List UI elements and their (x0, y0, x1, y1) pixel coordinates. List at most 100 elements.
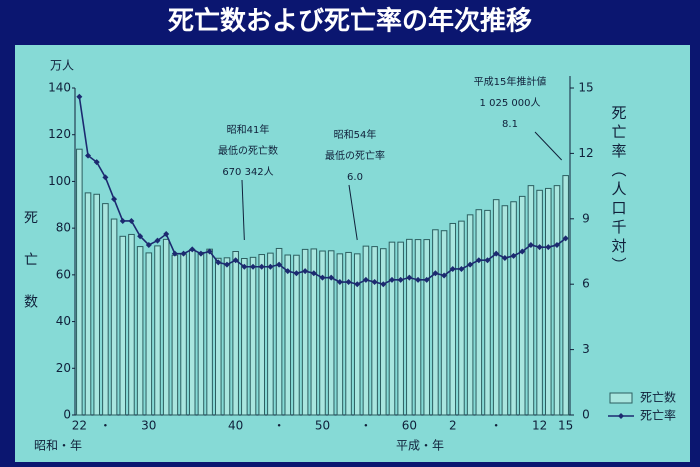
y-unit: 万人 (50, 59, 74, 73)
line-marker (388, 276, 395, 283)
line-marker (467, 261, 474, 268)
line-marker (171, 250, 178, 257)
annotation: 平成15年推計値 (474, 75, 547, 88)
annotation: 昭和54年 (334, 128, 377, 141)
y-tick-label: 0 (63, 408, 71, 422)
line-marker (562, 235, 569, 242)
legend-label: 死亡率 (640, 408, 676, 423)
bar (128, 233, 135, 416)
line-marker (475, 257, 482, 264)
bar (449, 222, 457, 416)
y2-tick-label: 0 (582, 408, 590, 422)
y2-tick-label: 6 (582, 277, 590, 291)
bar (180, 253, 187, 416)
line-marker (189, 246, 196, 253)
bar (536, 189, 543, 416)
annotation-arrow (534, 131, 563, 161)
bar (501, 205, 509, 416)
bar (241, 258, 248, 416)
bar (336, 253, 344, 416)
line-marker (449, 265, 456, 272)
y2-tick-label: 15 (578, 81, 593, 95)
line-marker (545, 244, 552, 251)
line-marker (223, 261, 230, 268)
line-marker (319, 274, 326, 281)
bar (119, 235, 127, 416)
line-marker (302, 268, 309, 275)
x-tick-label: ・ (490, 419, 502, 433)
bar (215, 257, 222, 416)
annotation: 最低の死亡数 (218, 144, 278, 157)
chart-title: 死亡数および死亡率の年次推移 (168, 6, 532, 37)
bar (345, 251, 352, 416)
line-marker (397, 276, 404, 283)
line-marker (145, 241, 152, 248)
annotation: 1 025 000人 (480, 97, 541, 109)
bar (423, 239, 430, 416)
line-marker (406, 274, 413, 281)
bar (353, 253, 361, 416)
bar (562, 175, 569, 416)
line-marker (328, 274, 335, 281)
annotation-arrow (241, 179, 245, 241)
line-marker (336, 279, 343, 286)
line-marker (362, 276, 369, 283)
line-marker (371, 279, 378, 286)
line-marker (415, 276, 422, 283)
annotation: 昭和41年 (227, 123, 270, 136)
annotation-arrow (348, 184, 358, 241)
line-marker (206, 248, 213, 255)
y-tick-label: 80 (56, 221, 71, 235)
line-marker (180, 250, 187, 257)
line-marker (154, 237, 161, 244)
bar (145, 252, 153, 416)
line-marker (284, 268, 291, 275)
y2-tick-label: 12 (578, 146, 593, 160)
line-marker (553, 241, 560, 248)
line-marker (380, 281, 387, 288)
bar (188, 249, 196, 416)
legend-swatch (609, 392, 633, 404)
line-marker (527, 241, 534, 248)
bar (232, 251, 239, 416)
x-tick-label: 40 (228, 419, 243, 433)
annotation: 6.0 (347, 172, 363, 183)
line-marker (258, 263, 265, 270)
line-marker (423, 276, 430, 283)
line-marker (197, 250, 204, 257)
bar (197, 251, 205, 416)
bar (171, 254, 179, 416)
line-marker (510, 252, 517, 259)
x-tick-label: 2 (449, 419, 457, 433)
x-era-label: 昭和・年 (34, 439, 82, 453)
x-tick-label: ・ (360, 419, 372, 433)
y2-axis-title: 死亡率（人口千対） (610, 105, 628, 276)
legend-swatch (618, 413, 624, 419)
bar (484, 209, 491, 416)
line-marker (111, 196, 118, 203)
x-tick-label: ・ (273, 419, 285, 433)
bar (206, 248, 213, 416)
x-tick-label: 15 (558, 419, 573, 433)
line-marker (250, 263, 257, 270)
y-tick-label: 60 (56, 267, 71, 281)
line-marker (137, 233, 144, 240)
line-marker (102, 174, 109, 181)
bar (527, 185, 535, 416)
line-marker (76, 93, 83, 100)
y-tick-label: 40 (56, 314, 71, 328)
line-marker (85, 152, 92, 159)
bar (371, 246, 378, 416)
bar (76, 148, 83, 416)
line-marker (267, 263, 274, 270)
bar (518, 195, 526, 416)
line-marker (501, 255, 508, 262)
line-marker (441, 272, 448, 279)
y2-tick-label: 3 (582, 342, 590, 356)
bar (162, 238, 170, 416)
y-axis-title: 死亡数 (22, 210, 38, 336)
line-marker (276, 261, 283, 268)
y2-tick-label: 9 (582, 211, 590, 225)
line-marker (215, 259, 222, 266)
